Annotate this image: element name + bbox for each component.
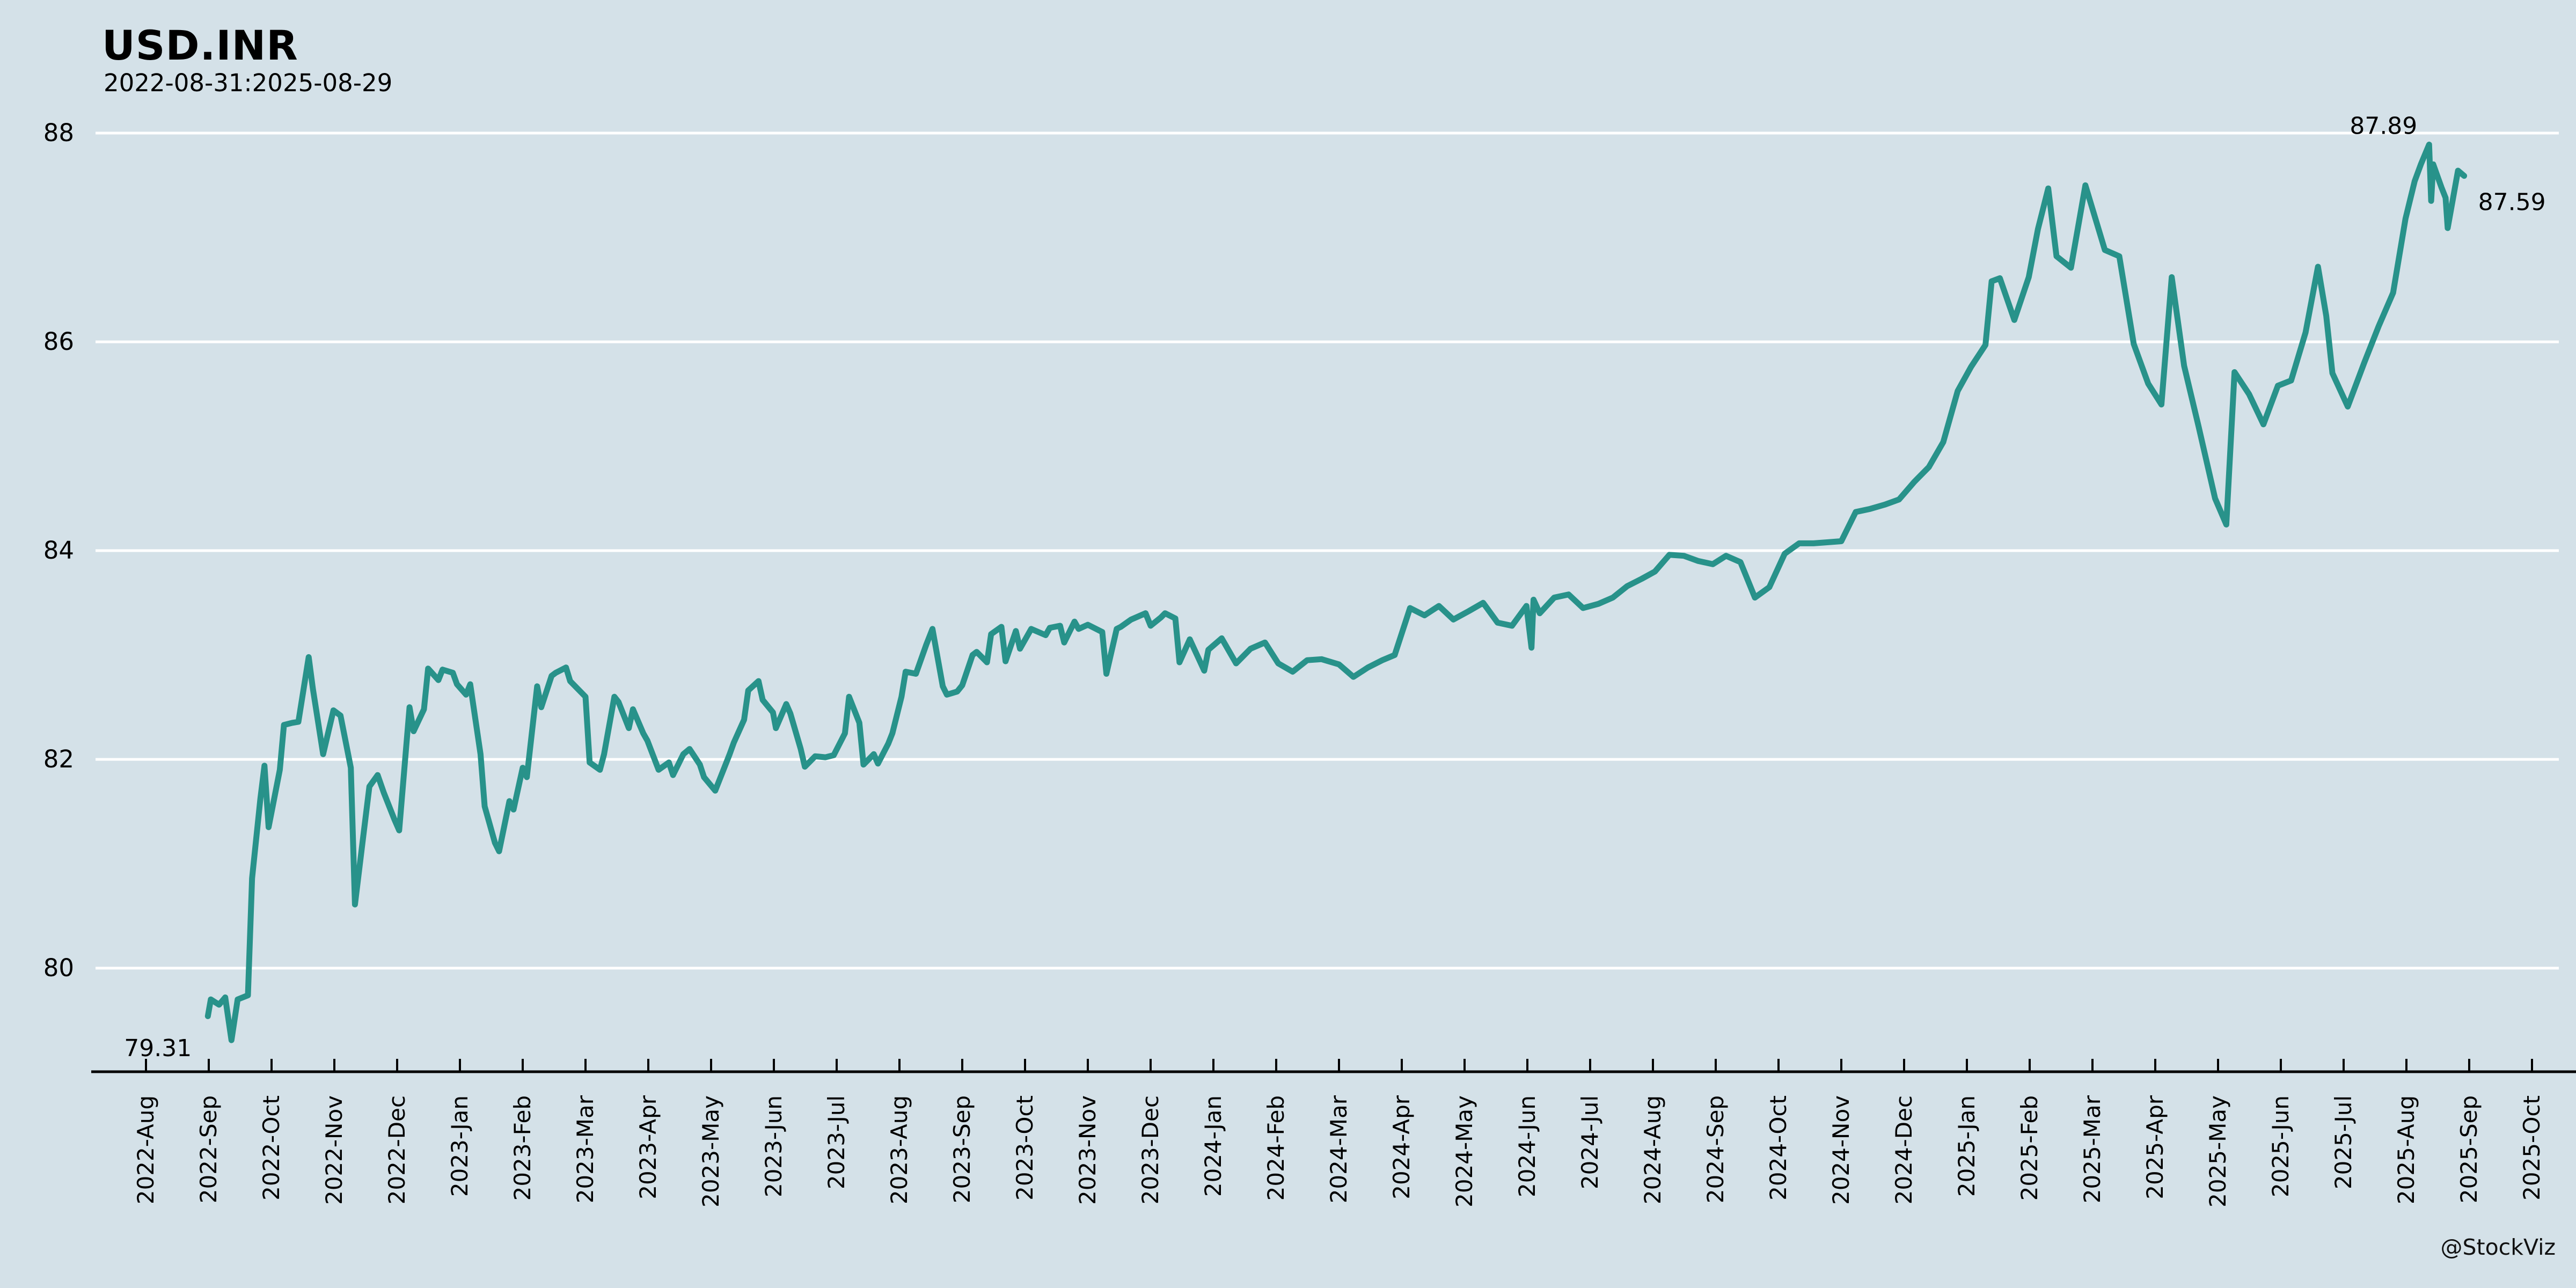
x-tick-label-2022-Oct: 2022-Oct: [258, 1095, 284, 1201]
x-tick-label-2024-Jan: 2024-Jan: [1200, 1095, 1226, 1197]
x-tick-label-2024-Apr: 2024-Apr: [1388, 1095, 1415, 1199]
x-tick-label-2025-Jan: 2025-Jan: [1953, 1095, 1980, 1197]
x-tick-label-2023-Aug: 2023-Aug: [886, 1095, 912, 1204]
y-tick-label-84: 84: [43, 536, 74, 565]
horizontal-gridlines: [96, 131, 2559, 970]
x-tick-label-2024-Feb: 2024-Feb: [1263, 1095, 1289, 1201]
x-tick-label-2025-Aug: 2025-Aug: [2393, 1095, 2419, 1204]
x-tick-label-2025-Feb: 2025-Feb: [2016, 1095, 2043, 1201]
x-tick-label-2024-Nov: 2024-Nov: [1828, 1095, 1854, 1205]
x-tick-label-2023-Jul: 2023-Jul: [823, 1095, 850, 1189]
x-tick-label-2023-Feb: 2023-Feb: [509, 1095, 536, 1201]
annotation-87.89: 87.89: [2350, 112, 2417, 140]
price-line-series: [204, 141, 2468, 1043]
y-tick-label-86: 86: [43, 327, 74, 356]
x-tick-label-2025-Jul: 2025-Jul: [2330, 1095, 2357, 1189]
x-tick-label-2023-Nov: 2023-Nov: [1074, 1095, 1101, 1205]
x-tick-label-2024-Mar: 2024-Mar: [1326, 1095, 1352, 1203]
y-tick-label-82: 82: [43, 745, 74, 773]
x-tick-label-2023-Mar: 2023-Mar: [572, 1095, 598, 1203]
x-tick-label-2022-Nov: 2022-Nov: [321, 1095, 347, 1205]
x-tick-label-2024-Jun: 2024-Jun: [1514, 1095, 1540, 1197]
x-tick-label-2023-Oct: 2023-Oct: [1012, 1095, 1038, 1201]
usd-inr-price-line: [204, 141, 2468, 1043]
x-axis-tick-labels: 2022-Aug 2022-Sep 2022-Oct 2022-Nov 2022-Dec…: [133, 1095, 2545, 1208]
x-tick-label-2025-Jun: 2025-Jun: [2267, 1095, 2294, 1197]
annotation-79.31: 79.31: [124, 1035, 192, 1062]
chart-title: USD.INR: [102, 21, 298, 69]
annotation-87.59: 87.59: [2478, 189, 2546, 216]
x-tick-label-2024-Jul: 2024-Jul: [1577, 1095, 1603, 1189]
y-tick-label-80: 80: [43, 954, 74, 982]
x-tick-label-2024-Aug: 2024-Aug: [1640, 1095, 1666, 1204]
x-tick-label-2023-Apr: 2023-Apr: [635, 1095, 661, 1199]
stockviz-watermark: @StockViz: [2440, 1234, 2556, 1260]
x-axis: [91, 1059, 2576, 1073]
x-tick-label-2025-Oct: 2025-Oct: [2519, 1095, 2545, 1201]
value-annotations: 79.31 87.89 87.59: [124, 112, 2545, 1062]
x-tick-label-2025-Sep: 2025-Sep: [2456, 1095, 2482, 1203]
y-axis-tick-labels: 80 82 84 86 88: [43, 119, 74, 982]
x-tick-label-2022-Sep: 2022-Sep: [195, 1095, 222, 1203]
x-tick-label-2022-Aug: 2022-Aug: [133, 1095, 159, 1204]
x-tick-label-2023-Sep: 2023-Sep: [949, 1095, 975, 1203]
x-tick-label-2023-Dec: 2023-Dec: [1137, 1095, 1163, 1204]
x-tick-label-2024-Oct: 2024-Oct: [1765, 1095, 1791, 1201]
x-tick-label-2022-Dec: 2022-Dec: [384, 1095, 410, 1204]
y-tick-label-88: 88: [43, 119, 74, 147]
x-tick-label-2025-Apr: 2025-Apr: [2142, 1095, 2168, 1199]
x-tick-label-2025-Mar: 2025-Mar: [2079, 1095, 2105, 1203]
x-tick-label-2023-May: 2023-May: [698, 1095, 724, 1208]
x-tick-label-2024-Dec: 2024-Dec: [1891, 1095, 1917, 1204]
x-tick-label-2024-Sep: 2024-Sep: [1702, 1095, 1729, 1203]
x-tick-label-2025-May: 2025-May: [2205, 1095, 2231, 1208]
x-tick-label-2024-May: 2024-May: [1451, 1095, 1477, 1208]
chart-date-range-subtitle: 2022-08-31:2025-08-29: [104, 69, 393, 97]
x-tick-label-2023-Jan: 2023-Jan: [447, 1095, 473, 1197]
x-tick-label-2023-Jun: 2023-Jun: [760, 1095, 787, 1197]
